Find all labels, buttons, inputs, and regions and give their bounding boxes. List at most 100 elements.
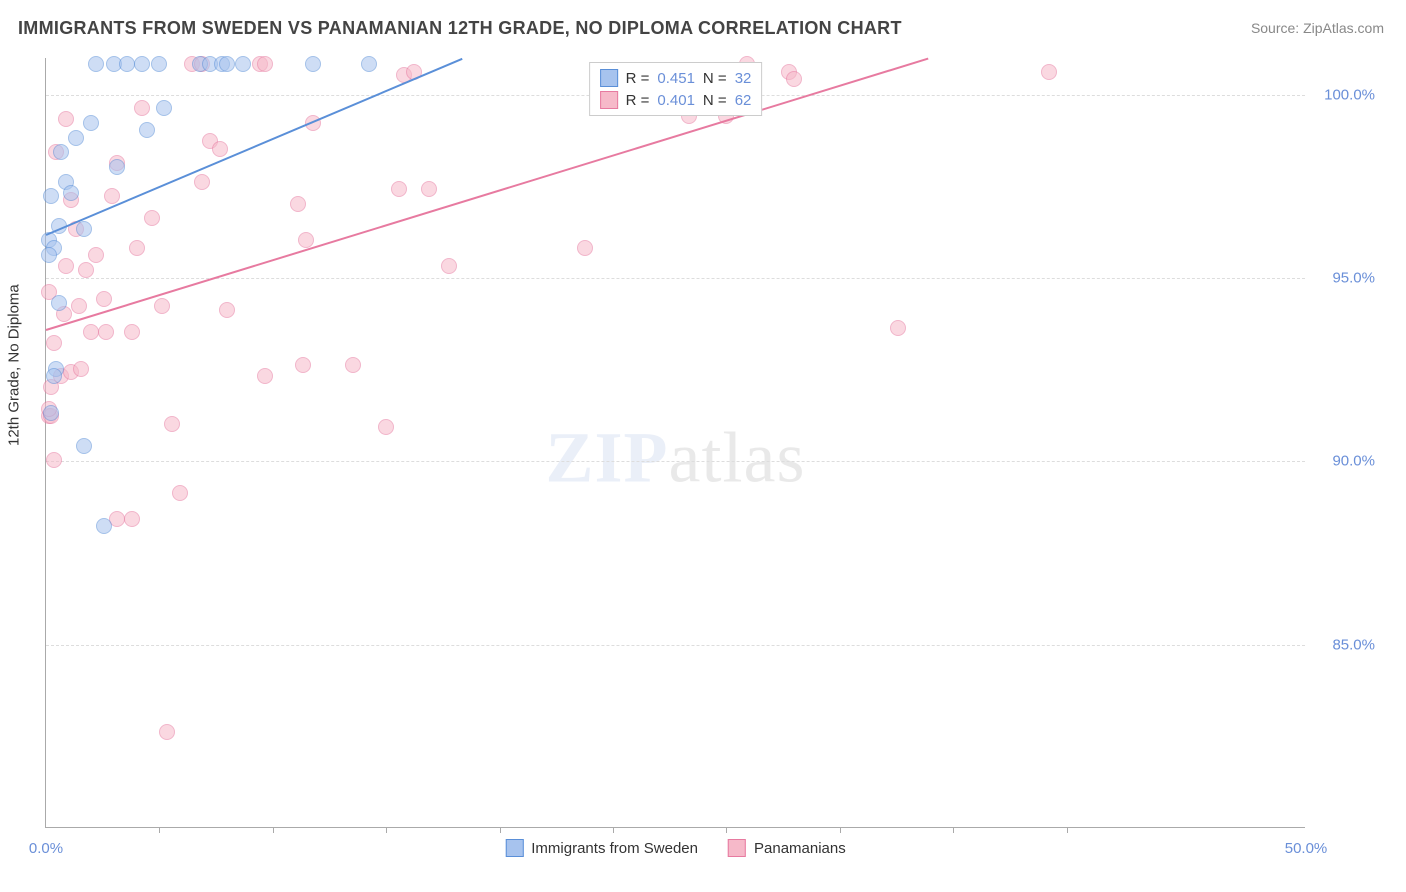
data-point — [46, 452, 62, 468]
y-tick-label: 95.0% — [1332, 270, 1375, 287]
data-point — [378, 419, 394, 435]
data-point — [786, 71, 802, 87]
legend-label-a: Immigrants from Sweden — [531, 840, 698, 857]
data-point — [345, 357, 361, 373]
data-point — [83, 115, 99, 131]
swatch-b — [600, 91, 618, 109]
data-point — [63, 185, 79, 201]
data-point — [890, 320, 906, 336]
data-point — [1041, 64, 1057, 80]
data-point — [159, 724, 175, 740]
data-point — [441, 258, 457, 274]
x-minor-tick — [1067, 827, 1068, 833]
data-point — [124, 324, 140, 340]
data-point — [295, 357, 311, 373]
plot-area: ZIPatlas R = 0.451 N = 32 R = 0.401 N = … — [45, 58, 1305, 828]
data-point — [98, 324, 114, 340]
data-point — [235, 56, 251, 72]
x-minor-tick — [953, 827, 954, 833]
data-point — [134, 100, 150, 116]
data-point — [78, 262, 94, 278]
data-point — [51, 295, 67, 311]
data-point — [58, 258, 74, 274]
data-point — [73, 361, 89, 377]
gridline-h — [46, 461, 1305, 462]
data-point — [391, 181, 407, 197]
data-point — [96, 518, 112, 534]
data-point — [164, 416, 180, 432]
watermark-zip: ZIP — [546, 417, 669, 497]
n-value-a: 32 — [735, 70, 752, 87]
watermark: ZIPatlas — [546, 416, 806, 499]
legend-item-b: Panamanians — [728, 839, 846, 857]
data-point — [58, 111, 74, 127]
x-minor-tick — [500, 827, 501, 833]
data-point — [129, 240, 145, 256]
x-minor-tick — [159, 827, 160, 833]
data-point — [46, 335, 62, 351]
legend-label-b: Panamanians — [754, 840, 846, 857]
data-point — [151, 56, 167, 72]
data-point — [154, 298, 170, 314]
data-point — [257, 56, 273, 72]
x-minor-tick — [613, 827, 614, 833]
data-point — [76, 438, 92, 454]
y-tick-label: 90.0% — [1332, 453, 1375, 470]
data-point — [124, 511, 140, 527]
data-point — [88, 56, 104, 72]
legend-series: Immigrants from Sweden Panamanians — [505, 839, 845, 857]
data-point — [577, 240, 593, 256]
x-minor-tick — [840, 827, 841, 833]
data-point — [88, 247, 104, 263]
data-point — [219, 56, 235, 72]
data-point — [43, 405, 59, 421]
n-label-a: N = — [703, 70, 727, 87]
r-label-b: R = — [626, 92, 650, 109]
data-point — [53, 144, 69, 160]
data-point — [421, 181, 437, 197]
chart-container: IMMIGRANTS FROM SWEDEN VS PANAMANIAN 12T… — [0, 0, 1406, 892]
data-point — [139, 122, 155, 138]
swatch-a-bottom — [505, 839, 523, 857]
data-point — [104, 188, 120, 204]
x-minor-tick — [273, 827, 274, 833]
data-point — [76, 221, 92, 237]
data-point — [212, 141, 228, 157]
data-point — [71, 298, 87, 314]
y-tick-label: 85.0% — [1332, 636, 1375, 653]
r-value-a: 0.451 — [657, 70, 695, 87]
data-point — [134, 56, 150, 72]
data-point — [361, 56, 377, 72]
data-point — [43, 188, 59, 204]
y-axis-title: 12th Grade, No Diploma — [6, 284, 23, 446]
trend-line — [46, 58, 929, 331]
n-value-b: 62 — [735, 92, 752, 109]
legend-item-a: Immigrants from Sweden — [505, 839, 698, 857]
data-point — [41, 247, 57, 263]
data-point — [290, 196, 306, 212]
y-tick-label: 100.0% — [1324, 86, 1375, 103]
x-minor-tick — [386, 827, 387, 833]
legend-stats-row-b: R = 0.401 N = 62 — [600, 89, 752, 111]
x-minor-tick — [726, 827, 727, 833]
gridline-h — [46, 645, 1305, 646]
source-label: Source: ZipAtlas.com — [1251, 20, 1384, 36]
data-point — [257, 368, 273, 384]
watermark-atlas: atlas — [669, 417, 806, 497]
n-label-b: N = — [703, 92, 727, 109]
data-point — [219, 302, 235, 318]
trend-line — [46, 58, 463, 236]
data-point — [119, 56, 135, 72]
data-point — [194, 174, 210, 190]
r-label-a: R = — [626, 70, 650, 87]
chart-title: IMMIGRANTS FROM SWEDEN VS PANAMANIAN 12T… — [18, 18, 902, 39]
x-tick-label: 0.0% — [29, 840, 63, 857]
data-point — [156, 100, 172, 116]
data-point — [109, 159, 125, 175]
legend-stats: R = 0.451 N = 32 R = 0.401 N = 62 — [589, 62, 763, 116]
data-point — [172, 485, 188, 501]
data-point — [298, 232, 314, 248]
gridline-h — [46, 278, 1305, 279]
x-tick-label: 50.0% — [1285, 840, 1328, 857]
legend-stats-row-a: R = 0.451 N = 32 — [600, 67, 752, 89]
